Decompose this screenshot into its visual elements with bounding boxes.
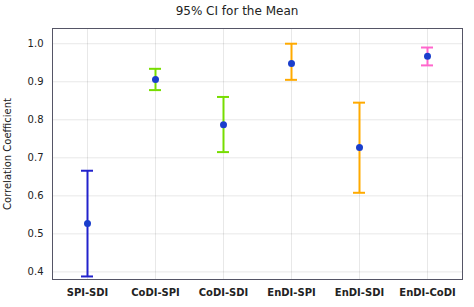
svg-text:EnDI-CoDI: EnDI-CoDI (399, 287, 455, 298)
svg-text:EnDI-SPI: EnDI-SPI (267, 287, 315, 298)
svg-text:Correlation Coefficient: Correlation Coefficient (2, 98, 13, 210)
svg-text:CoDI-SDI: CoDI-SDI (199, 287, 249, 298)
svg-text:1.0: 1.0 (28, 38, 44, 49)
svg-text:SPI-SDI: SPI-SDI (67, 287, 109, 298)
svg-text:CoDI-SPI: CoDI-SPI (131, 287, 180, 298)
html-text:95% CI for the Mean: 95% CI for the Mean (175, 4, 299, 18)
svg-text:0.5: 0.5 (28, 228, 44, 239)
svg-text:0.7: 0.7 (28, 152, 44, 163)
svg-text:0.4: 0.4 (28, 266, 44, 277)
svg-text:0.9: 0.9 (28, 76, 44, 87)
svg-text:0.8: 0.8 (28, 114, 44, 125)
svg-text:0.6: 0.6 (28, 190, 44, 201)
svg-text:EnDI-SDI: EnDI-SDI (335, 287, 384, 298)
